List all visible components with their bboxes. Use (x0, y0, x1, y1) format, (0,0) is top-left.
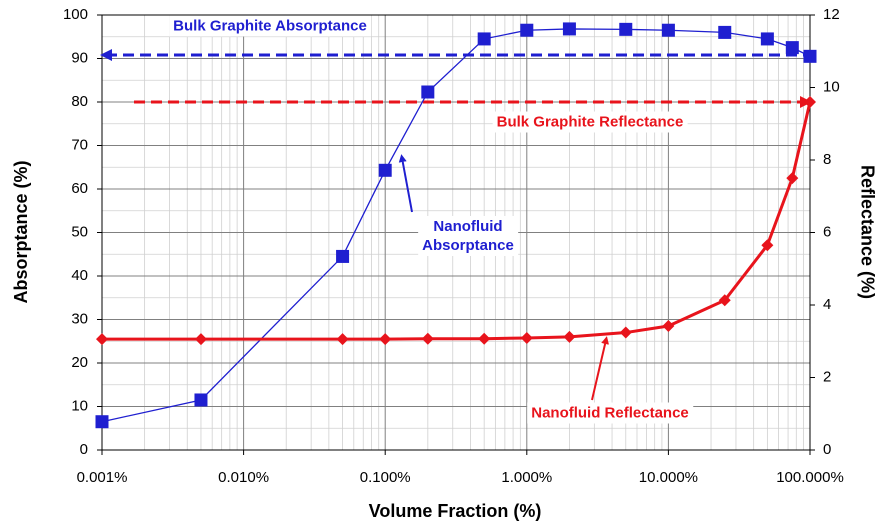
marker (619, 326, 632, 339)
x-tick-label: 1.000% (501, 469, 552, 486)
y-tick-label: 30 (71, 310, 88, 327)
y-tick-label: 100 (63, 6, 88, 23)
marker (562, 22, 576, 36)
marker (336, 249, 350, 263)
marker (662, 320, 675, 333)
marker (96, 333, 108, 346)
marker (803, 49, 817, 63)
annotation-arrow (591, 336, 609, 401)
marker (718, 294, 731, 307)
marker (421, 332, 434, 345)
x-tick-label: 100.000% (776, 469, 844, 486)
marker (378, 163, 392, 177)
plot-frame (101, 14, 811, 451)
y-tick-label: 20 (71, 354, 88, 371)
y-tick-label: 0 (80, 441, 88, 458)
x-tick-label: 0.100% (360, 469, 411, 486)
marker (520, 331, 533, 344)
y-axis-label: Absorptance (%) (11, 160, 31, 303)
marker (661, 23, 675, 37)
marker (421, 85, 435, 99)
marker (336, 333, 349, 346)
x-tick-label: 0.001% (77, 469, 128, 486)
marker (761, 239, 774, 252)
y2-tick-label: 12 (823, 6, 840, 23)
y2-tick-label: 2 (823, 368, 831, 385)
marker (520, 23, 534, 37)
marker (760, 32, 774, 46)
series-line (101, 28, 811, 423)
marker (478, 332, 491, 345)
y-tick-label: 70 (71, 136, 88, 153)
y-tick-label: 60 (71, 180, 88, 197)
marker (477, 32, 491, 46)
y-tick-label: 40 (71, 267, 88, 284)
marker (785, 41, 799, 55)
marker (804, 96, 816, 108)
annotation: Nanofluid Reflectance (527, 402, 693, 424)
reference-label: Bulk Graphite Absorptance (169, 15, 371, 37)
y-tick-label: 80 (71, 93, 88, 110)
y-tick-label: 90 (71, 49, 88, 66)
marker (786, 172, 799, 185)
marker (95, 415, 109, 429)
annotation-arrow (398, 154, 413, 213)
y2-tick-label: 10 (823, 78, 840, 95)
y2-tick-label: 6 (823, 223, 831, 240)
marker (379, 333, 392, 346)
reference-label: Bulk Graphite Reflectance (492, 111, 688, 133)
annotation: Nanofluid Absorptance (418, 216, 518, 256)
y-tick-label: 50 (71, 223, 88, 240)
y2-tick-label: 4 (823, 296, 831, 313)
marker (718, 25, 732, 39)
marker (563, 330, 576, 343)
marker (194, 333, 207, 346)
y2-tick-label: 8 (823, 151, 831, 168)
x-tick-label: 10.000% (639, 469, 698, 486)
marker (619, 22, 633, 36)
series-line (102, 101, 812, 341)
y2-tick-label: 0 (823, 441, 831, 458)
x-tick-label: 0.010% (218, 469, 269, 486)
x-axis-label: Volume Fraction (%) (369, 501, 542, 521)
marker (194, 393, 208, 407)
y2-axis-label: Reflectance (%) (857, 165, 877, 299)
y-tick-label: 10 (71, 397, 88, 414)
